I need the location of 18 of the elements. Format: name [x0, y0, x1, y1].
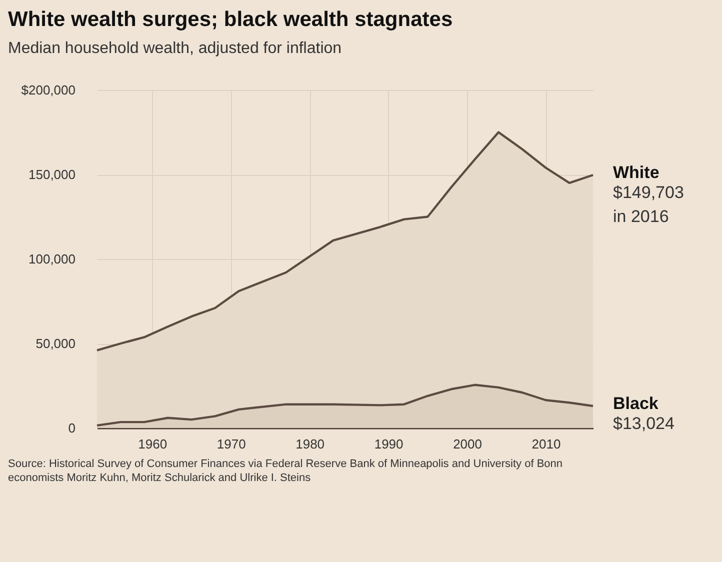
y-tick-label: 0	[68, 420, 76, 436]
chart-title: White wealth surges; black wealth stagnates	[7, 7, 454, 32]
x-tick-label: 1980	[296, 436, 325, 452]
x-tick-label: 1990	[374, 436, 404, 452]
chart-subtitle: Median household wealth, adjusted for inflation	[7, 39, 343, 58]
x-tick-label: 1960	[138, 436, 168, 452]
y-tick-label: 50,000	[36, 336, 76, 351]
x-tick-label: 2000	[453, 436, 482, 452]
x-tick-label: 2010	[532, 436, 561, 452]
source-note: Source: Historical Survey of Consumer Finances via Federal Reserve Bank of Minneapolis and University of Bonn economists Moritz Kuhn, Moritz Schularick and Ulrike I. Steins	[7, 457, 564, 485]
annotation: $149,703 in 2016	[613, 183, 684, 226]
y-tick-label: $200,000	[21, 82, 76, 98]
x-tick-label: 1970	[216, 436, 246, 452]
y-tick-label: 150,000	[28, 167, 76, 182]
y-tick-label: 100,000	[28, 252, 76, 266]
series-label: White	[613, 163, 660, 182]
series-label: Black	[613, 394, 659, 413]
annotation: $13,024	[613, 414, 674, 433]
